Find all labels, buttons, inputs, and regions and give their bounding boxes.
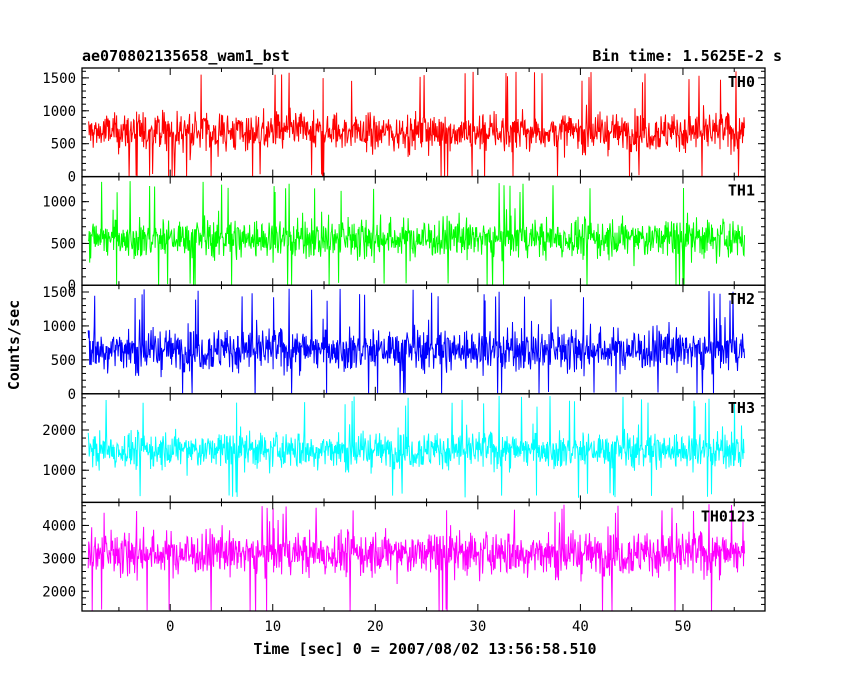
series-th0-trace <box>88 71 745 177</box>
y-tick-label: 1000 <box>42 104 76 120</box>
y-tick-label: 1000 <box>42 463 76 479</box>
bin-time-label: Bin time: 1.5625E-2 s <box>592 47 782 65</box>
panel-name-label: TH2 <box>728 290 755 308</box>
y-tick-label: 4000 <box>42 518 76 534</box>
x-tick-label: 40 <box>572 619 589 635</box>
panel-name-label: TH0 <box>728 73 755 91</box>
panel-th0123: 2000 3000 4000 TH0123 0 10 20 30 40 50 <box>42 501 766 635</box>
x-tick-label: 10 <box>264 619 281 635</box>
y-tick-label: 0 <box>68 278 76 294</box>
y-tick-label: 500 <box>51 353 76 369</box>
panel-name-label: TH0123 <box>701 507 755 525</box>
y-tick-label: 1500 <box>42 285 76 301</box>
y-tick-label: 1000 <box>42 319 76 335</box>
y-tick-label: 0 <box>68 170 76 186</box>
series-th0123-trace <box>87 504 745 611</box>
y-tick-label: 2000 <box>42 423 76 439</box>
panel-th3: 1000 2000 TH3 <box>42 393 766 504</box>
figure-title-left: ae070802135658_wam1_bst <box>82 47 290 65</box>
x-tick-label: 30 <box>469 619 486 635</box>
y-tick-label: 1000 <box>42 195 76 211</box>
x-axis-label: Time [sec] 0 = 2007/08/02 13:56:58.510 <box>253 640 596 658</box>
y-tick-label: 1500 <box>42 71 76 87</box>
series-th1-trace <box>87 181 745 286</box>
panel-th2: 0 500 1000 1500 TH2 <box>42 284 766 403</box>
panel-name-label: TH3 <box>728 399 755 417</box>
series-th2-trace <box>87 288 745 394</box>
y-tick-label: 500 <box>51 137 76 153</box>
panel-name-label: TH1 <box>728 182 755 200</box>
y-tick-label: 0 <box>68 387 76 403</box>
y-tick-label: 500 <box>51 236 76 252</box>
x-tick-label: 20 <box>367 619 384 635</box>
series-th3-trace <box>87 395 745 498</box>
y-tick-label: 3000 <box>42 551 76 567</box>
x-tick-label: 50 <box>675 619 692 635</box>
y-axis-label: Counts/sec <box>5 300 23 390</box>
x-tick-label: 0 <box>166 619 174 635</box>
panel-th1: 0 500 1000 TH1 <box>42 175 766 294</box>
y-tick-label: 2000 <box>42 584 76 600</box>
panel-frame <box>81 501 766 612</box>
panel-th0: 0 500 1000 1500 TH0 <box>42 67 766 186</box>
